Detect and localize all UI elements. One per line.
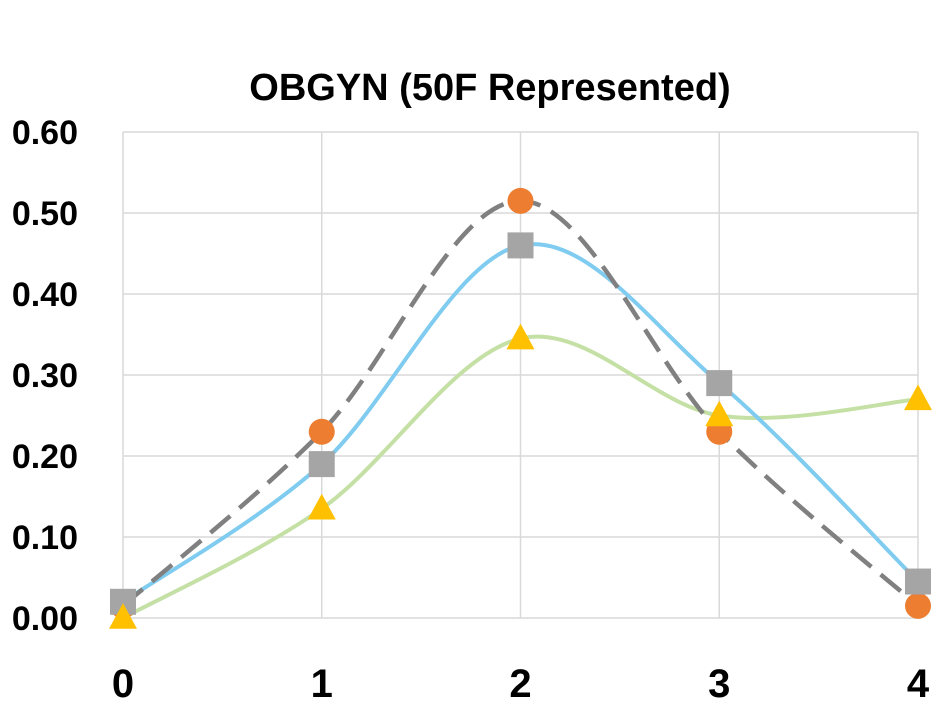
y-axis-ticks: 0.00 0.10 0.20 0.30 0.40 0.50 0.60: [12, 114, 78, 638]
point-marker-square: [507, 232, 534, 259]
point-marker-circle: [507, 187, 534, 214]
x-tick-label: 4: [907, 662, 930, 706]
y-tick-label: 0.40: [12, 276, 78, 314]
y-tick-label: 0.20: [12, 438, 78, 476]
point-marker-circle: [308, 418, 335, 445]
point-marker-square: [905, 568, 931, 595]
point-marker-triangle: [904, 384, 932, 411]
x-axis-ticks: 0 1 2 3 4: [112, 662, 930, 706]
y-tick-label: 0.00: [12, 600, 78, 638]
x-tick-label: 1: [311, 662, 333, 706]
x-tick-label: 3: [708, 662, 730, 706]
y-tick-label: 0.30: [12, 357, 78, 395]
point-marker-circle: [905, 592, 931, 619]
y-tick-label: 0.10: [12, 519, 78, 557]
point-marker-triangle: [109, 603, 137, 629]
chart-title: OBGYN (50F Represented): [249, 67, 730, 109]
y-tick-label: 0.50: [12, 195, 78, 233]
series-markers: [109, 187, 932, 629]
x-tick-label: 0: [112, 662, 134, 706]
point-marker-square: [706, 370, 733, 397]
y-tick-label: 0.60: [12, 114, 78, 152]
point-marker-triangle: [307, 493, 336, 520]
point-marker-square: [308, 451, 335, 478]
point-marker-triangle: [705, 400, 734, 427]
point-marker-triangle: [506, 323, 535, 350]
x-tick-label: 2: [509, 662, 531, 706]
